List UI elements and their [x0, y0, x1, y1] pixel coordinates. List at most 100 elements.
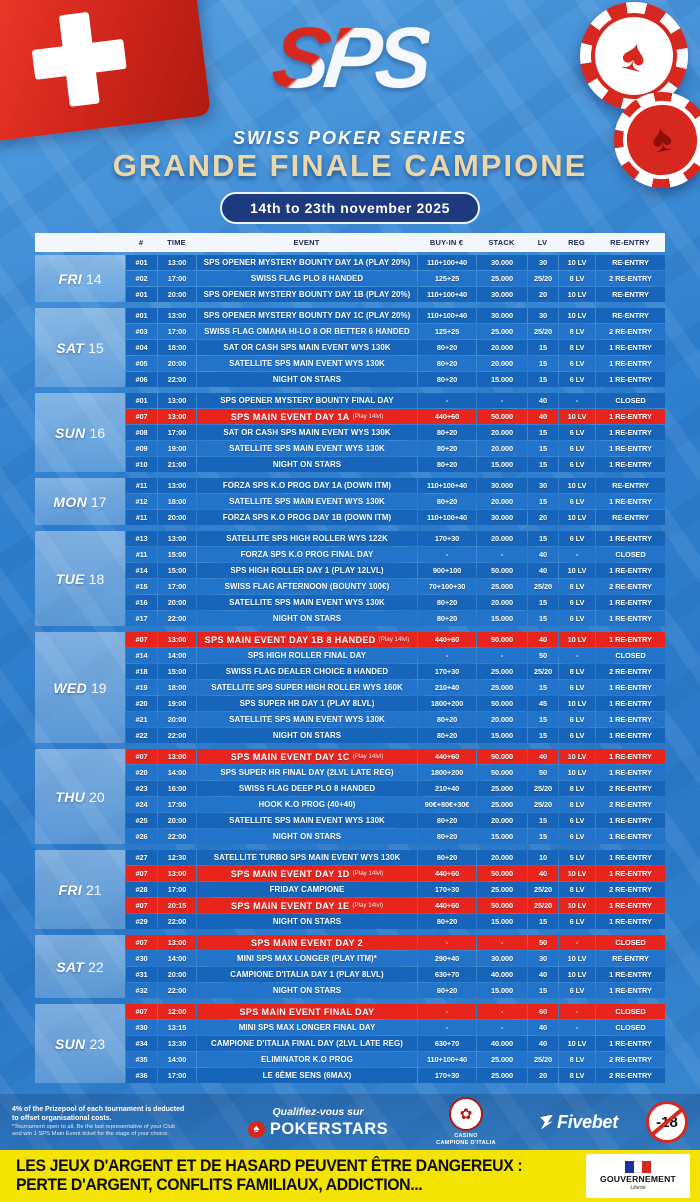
- cell-time: 13:00: [158, 749, 196, 764]
- cell-buyin: 110+100+40: [418, 510, 476, 525]
- cell-event: SPS MAIN EVENT DAY 1C (Play 14lvl): [197, 749, 417, 764]
- cell-event: SATELLITE SPS MAIN EVENT WYS 130K: [197, 595, 417, 610]
- cell-reentry: 1 RE-ENTRY: [596, 728, 665, 743]
- cell-lv: 30: [528, 951, 558, 966]
- cell-reg: 8 LV: [559, 579, 595, 594]
- event-row: #22 22:00 NIGHT ON STARS 80+20 15.000 15 6 LV 1…: [126, 728, 665, 743]
- cell-number: #04: [126, 340, 157, 355]
- cell-reg: 6 LV: [559, 372, 595, 387]
- cell-time: 20:00: [158, 510, 196, 525]
- column-header: REG: [568, 238, 585, 247]
- cell-buyin: 80+20: [418, 813, 476, 828]
- cell-reg: 10 LV: [559, 696, 595, 711]
- cell-reg: 10 LV: [559, 967, 595, 982]
- cell-stack: 50.000: [477, 409, 527, 424]
- cell-buyin: 90€+80€+30€: [418, 797, 476, 812]
- cell-event: SPS MAIN EVENT FINAL DAY: [197, 1004, 417, 1019]
- cell-buyin: -: [418, 935, 476, 950]
- cell-reentry: CLOSED: [596, 935, 665, 950]
- french-flag-icon: [625, 1161, 652, 1173]
- cell-time: 17:00: [158, 425, 196, 440]
- day-rows: #13 13:00 SATELLITE SPS HIGH ROLLER WYS 12…: [126, 531, 665, 626]
- cell-number: #09: [126, 441, 157, 456]
- cell-lv: 50: [528, 648, 558, 663]
- cell-time: 20:00: [158, 287, 196, 302]
- sps-logo: SPS: [0, 10, 700, 106]
- cell-buyin: 1800+200: [418, 765, 476, 780]
- cell-reg: 6 LV: [559, 914, 595, 929]
- event-row: #03 17:00 SWISS FLAG OMAHA HI-LO 8 OR BETT…: [126, 324, 665, 339]
- cell-reentry: RE-ENTRY: [596, 308, 665, 323]
- cell-event: FRIDAY CAMPIONE: [197, 882, 417, 897]
- cell-time: 18:00: [158, 340, 196, 355]
- cell-stack: 20.000: [477, 356, 527, 371]
- cell-buyin: -: [418, 648, 476, 663]
- cell-lv: 20: [528, 510, 558, 525]
- day-number: 17: [90, 493, 107, 510]
- event-row: #04 18:00 SAT OR CASH SPS MAIN EVENT WYS 1…: [126, 340, 665, 355]
- cell-number: #13: [126, 531, 157, 546]
- pokerstars-logo: POKERSTARS: [269, 1119, 389, 1138]
- cell-buyin: 80+20: [418, 728, 476, 743]
- cell-buyin: 170+30: [418, 1068, 476, 1083]
- cell-event: SATELLITE SPS MAIN EVENT WYS 130K: [197, 494, 417, 509]
- event-note: (Play 14lvl): [352, 753, 384, 760]
- day-rows: #11 13:00 FORZA SPS K.O PROG DAY 1A (DOWN …: [126, 478, 665, 525]
- cell-number: #06: [126, 372, 157, 387]
- day-number: 23: [89, 1035, 106, 1052]
- cell-lv: 20: [528, 287, 558, 302]
- day-number: 22: [88, 958, 104, 975]
- day-abbr: SUN: [54, 424, 86, 441]
- cell-reg: 8 LV: [559, 664, 595, 679]
- gouvernement-logo: GOUVERNEMENT Liberté: [586, 1154, 690, 1198]
- event-row: #13 13:00 SATELLITE SPS HIGH ROLLER WYS 12…: [126, 531, 665, 546]
- pokerstars-spade-icon: ♠: [247, 1120, 265, 1138]
- cell-event: SWISS FLAG DEEP PLO 8 HANDED: [197, 781, 417, 796]
- cell-time: 14:00: [158, 648, 196, 663]
- cell-stack: 25.000: [477, 271, 527, 286]
- cell-reentry: 1 RE-ENTRY: [596, 898, 665, 913]
- cell-reg: 6 LV: [559, 531, 595, 546]
- event-row: #11 15:00 FORZA SPS K.O PROG FINAL DAY - -40…: [126, 547, 665, 562]
- cell-lv: 50: [528, 935, 558, 950]
- cell-time: 22:00: [158, 728, 196, 743]
- cell-stack: 15.000: [477, 457, 527, 472]
- cell-buyin: 80+20: [418, 850, 476, 865]
- cell-buyin: 80+20: [418, 372, 476, 387]
- event-note: (Play 14lvl): [352, 413, 384, 420]
- cell-stack: 50.000: [477, 749, 527, 764]
- cell-stack: 25.000: [477, 680, 527, 695]
- cell-reentry: 1 RE-ENTRY: [596, 356, 665, 371]
- cell-buyin: -: [418, 547, 476, 562]
- cell-number: #07: [126, 935, 157, 950]
- event-row: #07 13:00 SPS MAIN EVENT DAY 1D (Play 14lvl…: [126, 866, 665, 881]
- cell-reg: 6 LV: [559, 494, 595, 509]
- event-row: #29 22:00 NIGHT ON STARS 80+20 15.000 15 6 LV 1…: [126, 914, 665, 929]
- cell-lv: 15: [528, 914, 558, 929]
- cell-stack: 50.000: [477, 696, 527, 711]
- cell-number: #07: [126, 409, 157, 424]
- day-abbr: MON: [53, 493, 87, 510]
- cell-time: 13:00: [158, 393, 196, 408]
- cell-reentry: 1 RE-ENTRY: [596, 712, 665, 727]
- cell-reg: 10 LV: [559, 632, 595, 647]
- cell-buyin: 170+30: [418, 664, 476, 679]
- cell-reentry: 1 RE-ENTRY: [596, 372, 665, 387]
- cell-event: SPS HIGH ROLLER FINAL DAY: [197, 648, 417, 663]
- cell-stack: 30.000: [477, 478, 527, 493]
- cell-number: #20: [126, 765, 157, 780]
- fivebet-label: Fivebet: [557, 1111, 618, 1132]
- cell-time: 12:00: [158, 1004, 196, 1019]
- cell-lv: 15: [528, 728, 558, 743]
- cell-stack: 25.000: [477, 664, 527, 679]
- cell-number: #27: [126, 850, 157, 865]
- column-header: BUY-IN €: [429, 238, 464, 247]
- cell-stack: 15.000: [477, 372, 527, 387]
- cell-reentry: 2 RE-ENTRY: [596, 579, 665, 594]
- warning-line: LES JEUX D'ARGENT ET DE HASARD PEUVENT Ê…: [16, 1156, 523, 1175]
- cell-buyin: 80+20: [418, 340, 476, 355]
- cell-lv: 40: [528, 632, 558, 647]
- cell-lv: 30: [528, 308, 558, 323]
- cell-event: SPS OPENER MYSTERY BOUNTY DAY 1C (PLAY 2…: [197, 308, 417, 323]
- cell-stack: 25.000: [477, 1068, 527, 1083]
